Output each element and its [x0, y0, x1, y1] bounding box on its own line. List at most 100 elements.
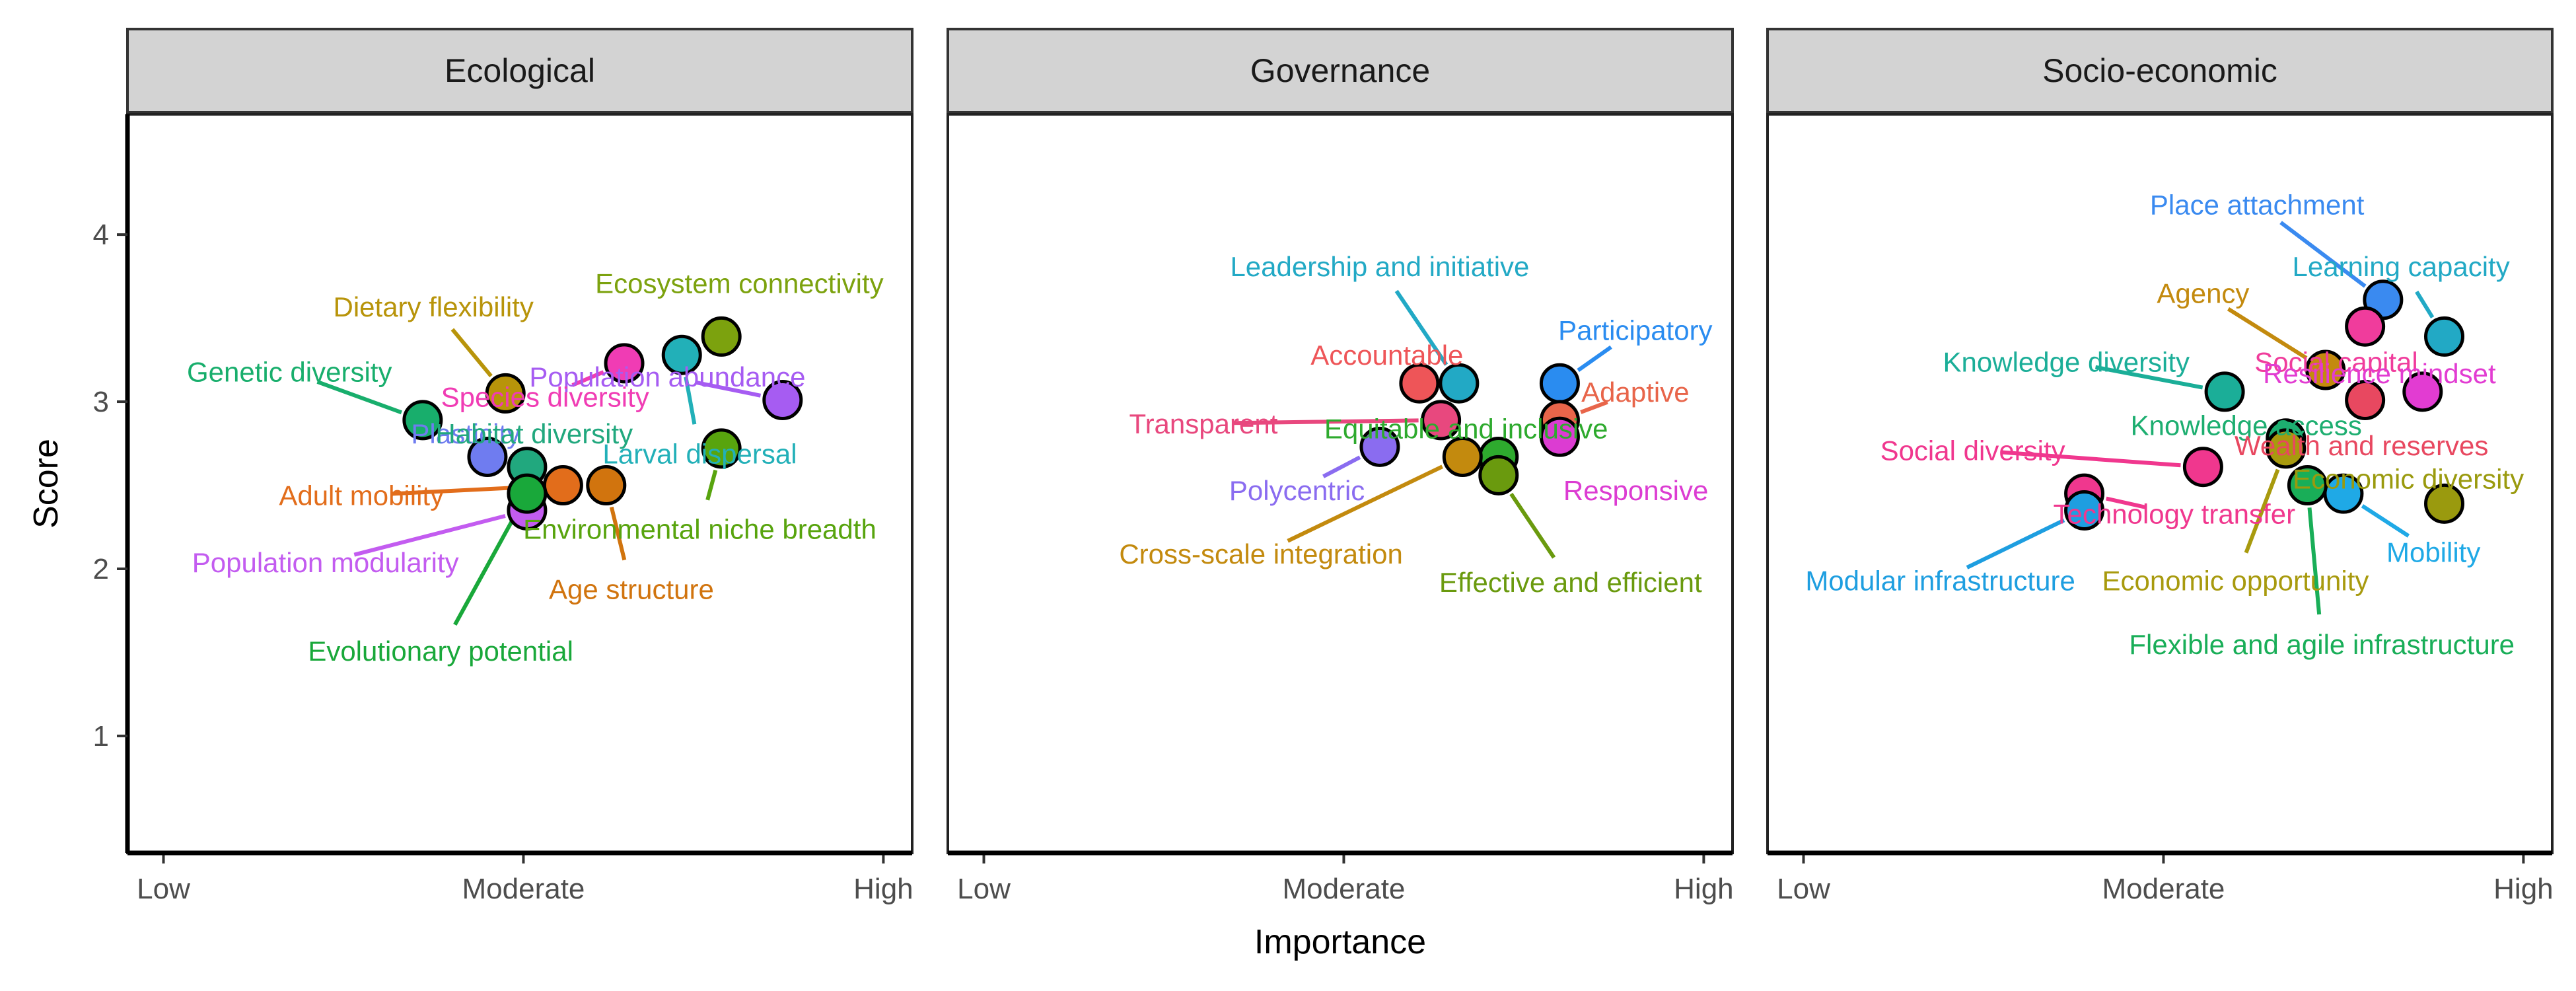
data-point [701, 428, 742, 469]
strip-header [1766, 28, 2554, 114]
label-connector [1509, 492, 1556, 559]
x-tick-label: Low [957, 873, 1011, 905]
label-connector [1580, 400, 1608, 414]
data-point [542, 465, 583, 506]
point-label: Wealth and reserves [2235, 430, 2488, 461]
label-connector [2244, 468, 2280, 554]
data-point [507, 473, 548, 514]
panel-title: Ecological [445, 52, 595, 89]
x-tick-label: Low [1777, 873, 1830, 905]
data-point [762, 380, 803, 421]
point-label: Adult mobility [279, 480, 444, 511]
point-label: Economic diversity [2293, 463, 2524, 494]
point-label: Dietary flexibility [334, 291, 534, 322]
data-point [2266, 428, 2307, 469]
point-label: Transparent [1129, 408, 1277, 439]
plot-frame [947, 113, 1734, 854]
x-tick-label: Moderate [1283, 873, 1406, 905]
x-tick-label: High [853, 873, 913, 905]
data-point [2345, 380, 2386, 421]
label-connector [353, 514, 506, 557]
label-connector [2106, 496, 2146, 509]
label-connector [1577, 345, 1612, 373]
point-label: Place attachment [2150, 190, 2365, 221]
y-tick-label: 3 [93, 386, 109, 418]
point-label: Population abundance [529, 361, 805, 392]
data-point [1399, 363, 1440, 404]
point-label: Economic opportunity [2102, 566, 2369, 597]
label-connector [571, 370, 604, 387]
label-connector [705, 469, 718, 501]
label-connector [609, 506, 627, 561]
data-point [2305, 349, 2346, 390]
point-label: Learning capacity [2293, 251, 2510, 282]
point-label: Leadership and initiative [1230, 251, 1529, 282]
point-label: Evolutionary potential [308, 636, 573, 667]
y-axis-title: Score [27, 439, 65, 529]
point-label: Responsive [1563, 475, 1708, 506]
x-axis-title: Importance [1254, 923, 1426, 961]
label-connector [2094, 365, 2203, 390]
point-label: Agency [2157, 278, 2249, 309]
label-connector [1394, 289, 1449, 366]
x-tick-label: High [1674, 873, 1734, 905]
y-tick-label: 4 [93, 219, 109, 251]
data-point [1439, 363, 1480, 404]
label-connector [2279, 221, 2367, 288]
label-connector [696, 381, 762, 398]
point-label: Polycentric [1229, 475, 1365, 506]
data-point [701, 316, 742, 357]
label-connector [1233, 418, 1419, 425]
panel-ecological: Ecological Low Moderate High Dietary flexibi… [126, 28, 913, 905]
data-point [604, 343, 645, 384]
point-label: Modular infrastructure [1805, 566, 2075, 597]
label-connector [450, 328, 493, 378]
point-label: Ecosystem connectivity [595, 268, 884, 299]
point-label: Equitable and inclusive [1324, 414, 1608, 445]
point-label: Species diversity [441, 381, 649, 412]
point-label: Social capital [2254, 346, 2417, 377]
point-label: Resilience mindset [2263, 358, 2496, 389]
data-point [2424, 483, 2465, 524]
point-label: Knowledge access [2131, 410, 2362, 441]
data-point [2402, 371, 2443, 412]
label-connector [684, 377, 697, 425]
label-connector [453, 512, 519, 626]
point-label: Plasticity [411, 418, 520, 449]
data-point [1478, 455, 1519, 495]
data-point [2345, 306, 2386, 347]
data-point [1539, 363, 1580, 404]
y-tick-label: 2 [93, 553, 109, 585]
plot-frame [1766, 113, 2554, 854]
strip-header [126, 28, 913, 114]
label-connector [2307, 507, 2322, 615]
label-connector [1287, 464, 1443, 543]
point-label: Environmental niche breadth [523, 513, 877, 544]
data-point [2424, 316, 2465, 357]
data-point [2064, 490, 2105, 531]
label-connector [1966, 518, 2065, 569]
point-label: Knowledge diversity [1943, 346, 2190, 377]
point-label: Age structure [549, 573, 714, 605]
data-point [485, 373, 526, 414]
point-label: Cross-scale integration [1119, 538, 1403, 569]
point-label: Genetic diversity [187, 357, 392, 388]
point-label: Habitat diversity [435, 418, 633, 449]
label-connector [2415, 290, 2435, 319]
x-tick-label: Moderate [462, 873, 585, 905]
data-point [2287, 465, 2328, 506]
label-connector [2002, 450, 2181, 468]
point-label: Mobility [2386, 537, 2480, 568]
data-point [1539, 416, 1580, 457]
data-point [586, 465, 627, 506]
panel-title: Governance [1250, 52, 1430, 89]
x-tick-label: Low [137, 873, 190, 905]
point-label: Population modularity [192, 547, 459, 578]
panel-socio-economic: Socio-economic Low Moderate High Place attac… [1766, 28, 2554, 905]
label-connector [2227, 307, 2308, 360]
point-label: Accountable [1310, 340, 1463, 371]
point-label: Adaptive [1581, 377, 1689, 408]
point-label: Participatory [1558, 314, 1712, 346]
panel-title: Socio-economic [2042, 52, 2277, 89]
